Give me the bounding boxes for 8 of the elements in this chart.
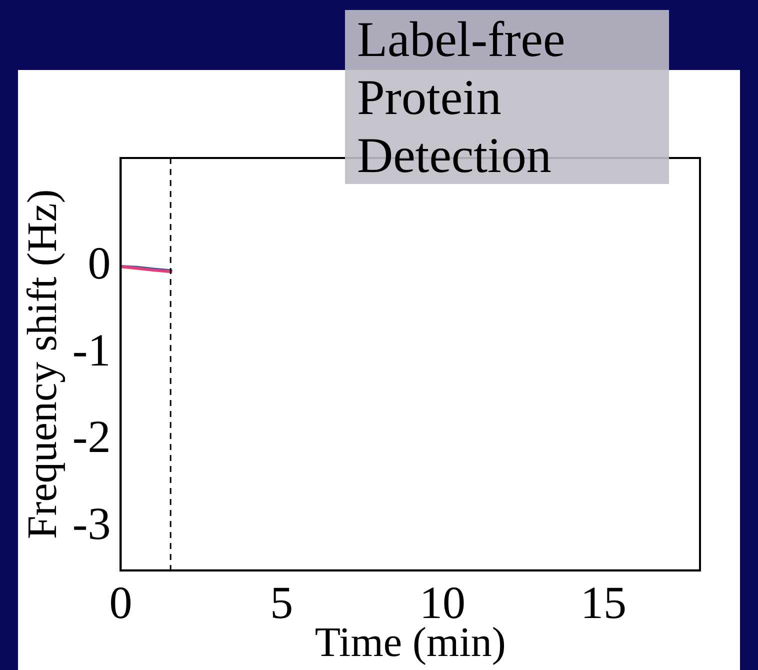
y-tick-label: -1 <box>72 324 111 376</box>
y-tick-label: 0 <box>88 238 111 289</box>
x-tick-label: 15 <box>580 577 626 628</box>
y-tick-label: -3 <box>72 498 111 550</box>
annotation: Label-free Protein Detection <box>345 10 669 184</box>
y-tick-label: -2 <box>72 411 111 462</box>
x-tick-label: 5 <box>270 577 294 628</box>
y-axis-title: Frequency shift (Hz) <box>20 189 66 540</box>
